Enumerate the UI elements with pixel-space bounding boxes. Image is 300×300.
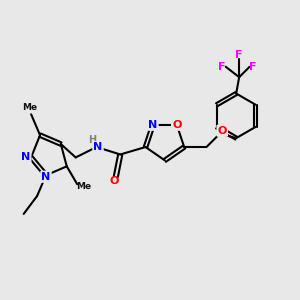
Text: O: O <box>110 176 119 186</box>
Text: N: N <box>21 152 30 162</box>
Text: F: F <box>249 62 257 72</box>
Text: O: O <box>218 126 227 136</box>
Text: H: H <box>88 135 96 145</box>
Text: F: F <box>218 62 226 72</box>
Text: N: N <box>93 142 103 152</box>
Text: Me: Me <box>76 182 91 191</box>
Text: O: O <box>172 120 182 130</box>
Text: N: N <box>41 172 51 182</box>
Text: F: F <box>236 50 243 60</box>
Text: Me: Me <box>22 103 37 112</box>
Text: N: N <box>148 120 158 130</box>
